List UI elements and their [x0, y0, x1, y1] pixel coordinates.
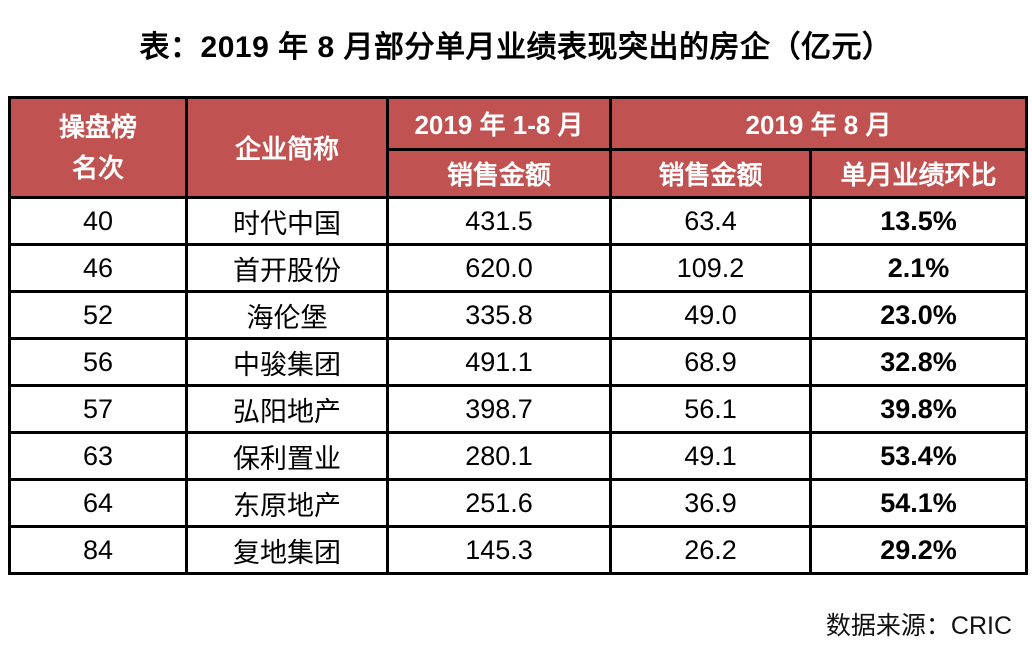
table-row: 46 首开股份 620.0 109.2 2.1%: [8, 243, 1029, 293]
table-header: 操盘榜 名次 企业简称 2019 年 1-8 月 2019 年 8 月 销售金额…: [8, 96, 1029, 199]
data-source-caption: 数据来源：CRIC: [825, 612, 1012, 640]
header-sales-ytd: 销售金额: [386, 148, 612, 199]
mom-percent-cell: 29.2%: [808, 525, 1029, 575]
rank-cell: 52: [8, 290, 188, 340]
table-row: 57 弘阳地产 398.7 56.1 39.8%: [8, 384, 1029, 434]
header-company: 企业简称: [185, 96, 389, 199]
header-rank-line1: 操盘榜: [58, 112, 137, 143]
aug-sales-cell: 56.1: [609, 384, 812, 434]
rank-cell: 63: [8, 431, 188, 481]
rank-cell: 57: [8, 384, 188, 434]
ytd-sales-cell: 491.1: [386, 337, 612, 387]
header-group-aug: 2019 年 8 月: [608, 96, 1029, 151]
performance-table: 操盘榜 名次 企业简称 2019 年 1-8 月 2019 年 8 月 销售金额…: [8, 96, 1029, 575]
ytd-sales-cell: 251.6: [386, 478, 612, 528]
header-rank-line2: 名次: [71, 152, 124, 183]
ytd-sales-cell: 431.5: [386, 196, 612, 246]
company-cell: 复地集团: [185, 525, 389, 575]
table-row: 56 中骏集团 491.1 68.9 32.8%: [8, 337, 1029, 387]
mom-percent-cell: 2.1%: [808, 243, 1029, 293]
mom-percent-cell: 54.1%: [808, 478, 1029, 528]
company-cell: 保利置业: [185, 431, 389, 481]
rank-cell: 46: [8, 243, 188, 293]
page-title: 表：2019 年 8 月部分单月业绩表现突出的房企（亿元）: [139, 31, 893, 64]
table-row: 64 东原地产 251.6 36.9 54.1%: [8, 478, 1029, 528]
ytd-sales-cell: 145.3: [386, 525, 612, 575]
company-cell: 海伦堡: [185, 290, 389, 340]
aug-sales-cell: 63.4: [609, 196, 812, 246]
aug-sales-cell: 26.2: [609, 525, 812, 575]
ytd-sales-cell: 620.0: [386, 243, 612, 293]
company-cell: 东原地产: [185, 478, 389, 528]
rank-cell: 64: [8, 478, 188, 528]
ytd-sales-cell: 398.7: [386, 384, 612, 434]
mom-percent-cell: 53.4%: [808, 431, 1029, 481]
rank-cell: 56: [8, 337, 188, 387]
ytd-sales-cell: 280.1: [386, 431, 612, 481]
header-sales-aug: 销售金额: [609, 148, 812, 199]
rank-cell: 40: [8, 196, 188, 246]
aug-sales-cell: 68.9: [609, 337, 812, 387]
ytd-sales-cell: 335.8: [386, 290, 612, 340]
table-row: 84 复地集团 145.3 26.2 29.2%: [8, 525, 1029, 575]
mom-percent-cell: 32.8%: [808, 337, 1029, 387]
table-body: 40 时代中国 431.5 63.4 13.5% 46 首开股份 620.0 1…: [8, 196, 1029, 575]
aug-sales-cell: 49.0: [609, 290, 812, 340]
mom-percent-cell: 13.5%: [808, 196, 1029, 246]
aug-sales-cell: 109.2: [609, 243, 812, 293]
table-row: 52 海伦堡 335.8 49.0 23.0%: [8, 290, 1029, 340]
table-row: 40 时代中国 431.5 63.4 13.5%: [8, 196, 1029, 246]
rank-cell: 84: [8, 525, 188, 575]
mom-percent-cell: 23.0%: [808, 290, 1029, 340]
header-rank: 操盘榜 名次: [8, 96, 188, 199]
company-cell: 首开股份: [185, 243, 389, 293]
table-row: 63 保利置业 280.1 49.1 53.4%: [8, 431, 1029, 481]
company-cell: 时代中国: [185, 196, 389, 246]
aug-sales-cell: 36.9: [609, 478, 812, 528]
mom-percent-cell: 39.8%: [808, 384, 1029, 434]
company-cell: 弘阳地产: [185, 384, 389, 434]
header-group-ytd: 2019 年 1-8 月: [386, 96, 612, 151]
company-cell: 中骏集团: [185, 337, 389, 387]
header-mom: 单月业绩环比: [808, 148, 1029, 199]
aug-sales-cell: 49.1: [609, 431, 812, 481]
